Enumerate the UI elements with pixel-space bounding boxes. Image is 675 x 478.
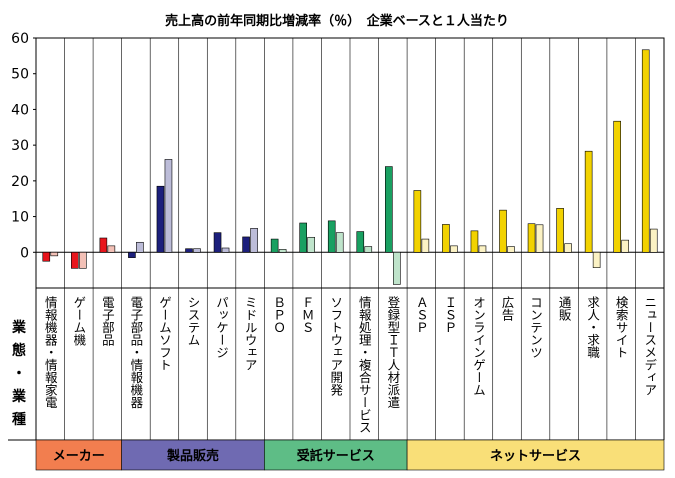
bar-per-person [79, 251, 87, 269]
y-tick-label: 0 [20, 245, 29, 261]
bar-company-basis [242, 236, 250, 253]
category-label: ミドルウェア [243, 296, 258, 371]
y-tick-label: 10 [11, 210, 29, 226]
category-labels: 情報機器・情報家電 ゲーム機 電子部品 電子部品・情報機器 ゲームソフト システム パッケー… [43, 295, 657, 434]
bar-per-person [136, 241, 144, 253]
category-label: システム [186, 296, 201, 346]
group-band [406, 439, 665, 471]
bar-per-person [307, 236, 315, 253]
bar-per-person [535, 224, 544, 253]
y-axis-ticks: 0 10 20 30 40 50 60 [11, 31, 36, 261]
group-band [35, 439, 122, 471]
bar-per-person [335, 232, 344, 253]
group-band [121, 439, 265, 471]
category-label: ゲームソフト [157, 296, 172, 371]
bar-per-person [364, 246, 373, 253]
bar-per-person [107, 245, 116, 253]
group-band [264, 439, 408, 471]
category-label: ＩＳＰ [442, 296, 457, 334]
bar-company-basis [641, 49, 650, 253]
category-label: 通販 [557, 296, 572, 322]
bar-company-basis [99, 237, 108, 253]
y-tick-label: 20 [11, 174, 29, 190]
bar-per-person [621, 239, 629, 253]
group-bands: メーカー 製品販売 受託サービス ネットサービス [35, 439, 665, 471]
category-label: 情報処理・複合サービス [357, 296, 372, 434]
category-label: 広告 [500, 296, 515, 321]
bar-company-basis [527, 223, 536, 253]
bar-company-basis [71, 251, 79, 269]
bar-company-basis [270, 238, 279, 253]
category-label: オンラインゲーム [471, 296, 486, 396]
bar-per-person [592, 251, 601, 268]
group-band-label: 受託サービス [297, 448, 375, 464]
bar-per-person [193, 248, 201, 253]
bar-company-basis [299, 222, 307, 253]
bar-per-person [564, 243, 572, 253]
bar-per-person [478, 245, 487, 253]
bar-per-person [50, 251, 59, 257]
bar-per-person [278, 249, 287, 253]
row-label-char: 態 [12, 342, 26, 359]
bar-company-basis [613, 120, 621, 253]
chart-title: 売上高の前年同期比増減率（％） 企業ベースと１人当たり [165, 13, 509, 29]
y-tick-label: 50 [11, 67, 29, 83]
bar-per-person [421, 238, 430, 253]
category-label: ニュースメディア [642, 296, 657, 396]
category-label: コンテンツ [528, 296, 543, 359]
y-tick-label: 40 [11, 102, 29, 118]
bar-company-basis [442, 224, 450, 253]
bar-company-basis [213, 232, 222, 253]
bar-company-basis [499, 209, 507, 253]
group-band-label: ネットサービス [490, 448, 581, 464]
bar-per-person [450, 245, 458, 253]
row-label: 業態・業種 [11, 319, 27, 428]
bar-company-basis [470, 230, 479, 253]
category-label: 求人・求職 [585, 296, 600, 359]
bar-per-person [164, 159, 173, 253]
bar-company-basis [356, 231, 365, 253]
group-band-label: 製品販売 [166, 448, 219, 464]
bar-company-basis [413, 190, 422, 253]
category-label: ＦＭＳ [300, 296, 315, 334]
category-label: 検索サイト [614, 296, 629, 359]
bar-per-person [649, 228, 658, 253]
row-label-char: 業 [11, 388, 27, 405]
bar-per-person [221, 247, 230, 253]
bar-layer [42, 49, 658, 285]
category-label: パッケージ [214, 296, 229, 359]
row-label-char: ・ [12, 366, 26, 382]
bar-company-basis [156, 185, 165, 253]
row-label-char: 業 [11, 319, 27, 336]
category-label: 登録型ＩＴ人材派遣 [385, 295, 400, 409]
category-label: ソフトウェア開発 [328, 296, 343, 397]
bar-company-basis [385, 166, 393, 253]
bar-company-basis [42, 251, 51, 262]
category-label: 電子部品・情報機器 [128, 296, 143, 409]
y-tick-label: 30 [11, 138, 29, 154]
category-label: ＡＳＰ [414, 296, 429, 334]
group-band-label: メーカー [53, 449, 105, 464]
category-label: ＢＰＯ [271, 296, 286, 334]
y-tick-label: 60 [11, 31, 29, 47]
bar-per-person [507, 246, 515, 253]
category-label: ゲーム機 [71, 296, 86, 346]
bar-per-person [393, 251, 401, 285]
bar-company-basis [128, 251, 136, 258]
category-label: 情報機器・情報家電 [43, 296, 58, 409]
category-label: 電子部品 [100, 296, 115, 346]
row-label-char: 種 [12, 411, 26, 428]
bar-company-basis [327, 220, 336, 253]
bar-company-basis [185, 248, 193, 253]
bar-company-basis [584, 150, 593, 253]
bar-per-person [250, 228, 258, 253]
bar-company-basis [556, 208, 564, 253]
